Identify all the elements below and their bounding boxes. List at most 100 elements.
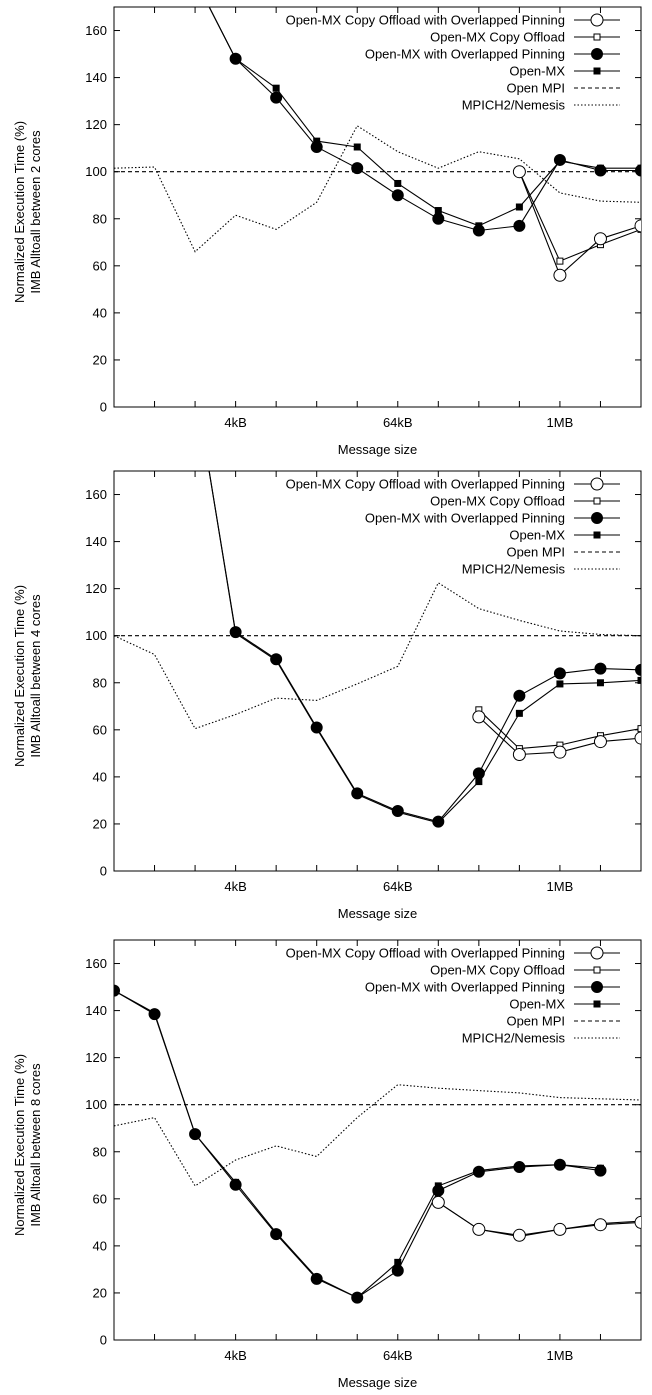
- legend-label: Open-MX: [509, 64, 565, 79]
- legend-label: Open-MX with Overlapped Pinning: [365, 980, 565, 995]
- legend-label: Open-MX Copy Offload: [430, 963, 565, 978]
- legend-label: Open-MX with Overlapped Pinning: [365, 511, 565, 526]
- legend-marker: [591, 478, 603, 490]
- data-point: [352, 163, 363, 174]
- x-tick-label: 4kB: [224, 879, 246, 894]
- legend-marker: [592, 982, 603, 993]
- data-point: [354, 144, 360, 150]
- legend-marker: [594, 532, 600, 538]
- y-tick-label: 60: [93, 722, 107, 737]
- data-point: [636, 165, 647, 176]
- data-point: [271, 92, 282, 103]
- data-point: [513, 749, 525, 761]
- y-tick-label: 120: [85, 581, 107, 596]
- y-tick-label: 40: [93, 769, 107, 784]
- legend-label: MPICH2/Nemesis: [462, 562, 566, 577]
- y-tick-label: 20: [93, 816, 107, 831]
- data-point: [557, 258, 563, 264]
- y-tick-label: 160: [85, 487, 107, 502]
- data-point: [271, 654, 282, 665]
- data-point: [392, 1265, 403, 1276]
- legend-label: Open MPI: [506, 1014, 565, 1029]
- data-point: [395, 180, 401, 186]
- y-tick-label: 40: [93, 1238, 107, 1253]
- x-tick-label: 1MB: [547, 1348, 574, 1363]
- series-3: [203, 0, 646, 236]
- x-tick-label: 64kB: [383, 879, 413, 894]
- series-line: [438, 1202, 641, 1235]
- data-point: [352, 788, 363, 799]
- legend-label: Open-MX: [509, 528, 565, 543]
- data-point: [392, 190, 403, 201]
- legend-label: Open-MX with Overlapped Pinning: [365, 47, 565, 62]
- y-axis-label: Normalized Execution Time (%): [12, 1054, 27, 1236]
- y-tick-label: 40: [93, 305, 107, 320]
- data-point: [273, 85, 279, 91]
- data-point: [433, 1185, 444, 1196]
- legend-label: MPICH2/Nemesis: [462, 1031, 566, 1046]
- y-tick-label: 140: [85, 70, 107, 85]
- data-point: [473, 225, 484, 236]
- y-tick-label: 60: [93, 258, 107, 273]
- legend: Open-MX Copy Offload with Overlapped Pin…: [286, 946, 620, 1046]
- data-point: [395, 1259, 401, 1265]
- legend-label: Open MPI: [506, 545, 565, 560]
- data-point: [311, 722, 322, 733]
- legend-marker: [592, 49, 603, 60]
- legend-marker: [594, 1001, 600, 1007]
- data-point: [433, 213, 444, 224]
- legend-label: Open-MX Copy Offload with Overlapped Pin…: [286, 946, 565, 961]
- y-tick-label: 160: [85, 956, 107, 971]
- data-point: [230, 627, 241, 638]
- data-point: [554, 746, 566, 758]
- legend-label: Open-MX: [509, 997, 565, 1012]
- data-point: [230, 1179, 241, 1190]
- y-tick-label: 80: [93, 211, 107, 226]
- data-point: [638, 677, 644, 683]
- legend-marker: [594, 68, 600, 74]
- data-point: [514, 220, 525, 231]
- data-point: [635, 1216, 647, 1228]
- x-axis-label: Message size: [338, 1375, 417, 1390]
- data-point: [190, 1129, 201, 1140]
- y-tick-label: 80: [93, 675, 107, 690]
- y-tick-label: 100: [85, 164, 107, 179]
- legend-label: Open-MX Copy Offload: [430, 30, 565, 45]
- data-point: [433, 816, 444, 827]
- legend-marker: [591, 947, 603, 959]
- series-line: [438, 1202, 641, 1236]
- data-point: [595, 165, 606, 176]
- y-tick-label: 20: [93, 1285, 107, 1300]
- series-1: [432, 1196, 647, 1241]
- y-tick-label: 120: [85, 117, 107, 132]
- data-point: [311, 1273, 322, 1284]
- data-point: [476, 779, 482, 785]
- legend-label: MPICH2/Nemesis: [462, 98, 566, 113]
- series-6: [114, 583, 641, 729]
- legend: Open-MX Copy Offload with Overlapped Pin…: [286, 13, 620, 113]
- y-tick-label: 20: [93, 352, 107, 367]
- y-tick-label: 140: [85, 534, 107, 549]
- data-point: [595, 663, 606, 674]
- y-tick-label: 0: [100, 864, 107, 879]
- data-point: [473, 768, 484, 779]
- data-point: [554, 668, 565, 679]
- y-tick-label: 100: [85, 628, 107, 643]
- data-point: [557, 681, 563, 687]
- data-point: [635, 220, 647, 232]
- x-tick-label: 64kB: [383, 415, 413, 430]
- data-point: [473, 1223, 485, 1235]
- data-point: [514, 690, 525, 701]
- data-point: [554, 1223, 566, 1235]
- data-point: [230, 53, 241, 64]
- legend: Open-MX Copy Offload with Overlapped Pin…: [286, 477, 620, 577]
- data-point: [432, 1196, 444, 1208]
- series-line: [114, 126, 641, 252]
- series-1: [513, 166, 647, 282]
- legend-marker: [591, 14, 603, 26]
- data-point: [554, 1159, 565, 1170]
- series-line: [519, 172, 641, 261]
- series-line: [114, 583, 641, 729]
- data-point: [513, 1229, 525, 1241]
- legend-label: Open-MX Copy Offload with Overlapped Pin…: [286, 477, 565, 492]
